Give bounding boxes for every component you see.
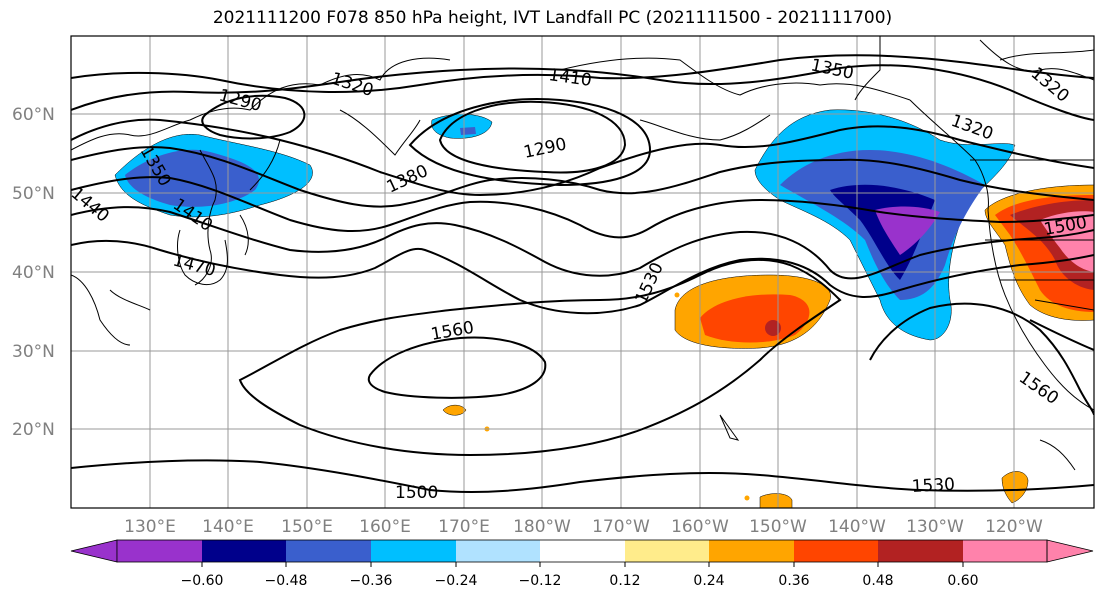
lat-label: 60°N: [12, 105, 55, 125]
contour-label: 1350: [809, 55, 855, 84]
colorbar-segment: [371, 540, 456, 562]
lat-label: 30°N: [12, 342, 55, 362]
colorbar-tick-label: −0.48: [265, 573, 308, 589]
contour-label: 1500: [395, 483, 438, 503]
lon-label: 160°E: [359, 517, 411, 537]
lon-label: 140°W: [828, 517, 886, 537]
contour-label: 1410: [547, 65, 593, 91]
colorbar-tick-label: 0.36: [778, 573, 809, 589]
colorbar-tick-label: −0.36: [350, 573, 393, 589]
colorbar-tick-label: −0.12: [519, 573, 562, 589]
latitude-labels: 60°N 50°N 40°N 30°N 20°N: [12, 105, 55, 440]
colorbar-tick-label: 0.24: [693, 573, 724, 589]
lon-label: 130°W: [906, 517, 964, 537]
contour-label: 1290: [522, 134, 568, 163]
colorbar-segment: [794, 540, 878, 562]
colorbar-tick-label: 0.12: [609, 573, 640, 589]
colorbar-tick-label: −0.60: [181, 573, 224, 589]
map-title: 2021111200 F078 850 hPa height, IVT Land…: [212, 8, 893, 28]
lat-label: 50°N: [12, 184, 55, 204]
colorbar-tick-label: 0.60: [947, 573, 978, 589]
colorbar: −0.60 −0.48 −0.36 −0.24 −0.12 0.12 0.24 …: [70, 539, 1094, 589]
lon-label: 170°W: [592, 517, 650, 537]
colorbar-tick-label: −0.24: [435, 573, 478, 589]
lon-label: 140°E: [202, 517, 254, 537]
contour-label: 1440: [67, 184, 113, 227]
gridlines: [71, 36, 1094, 508]
contour-label: 1560: [429, 318, 475, 345]
lon-label: 170°E: [438, 517, 490, 537]
lon-label: 130°E: [124, 517, 176, 537]
colorbar-segment: [963, 540, 1047, 562]
contour-label: 1560: [1015, 368, 1062, 409]
lat-label: 40°N: [12, 263, 55, 283]
height-contours: [71, 54, 1094, 493]
lon-label: 150°E: [281, 517, 333, 537]
colorbar-extend-min: [70, 539, 118, 563]
longitude-labels: 130°E 140°E 150°E 160°E 170°E 180°W 170°…: [124, 517, 1043, 537]
contour-label: 1530: [631, 259, 667, 307]
colorbar-segment: [540, 540, 625, 562]
colorbar-segment: [202, 540, 286, 562]
colorbar-tick-label: 0.48: [862, 573, 893, 589]
lon-label: 150°W: [749, 517, 807, 537]
colorbar-segment: [117, 540, 202, 562]
contour-label: 1380: [384, 161, 432, 197]
contour-label: 1290: [217, 86, 264, 117]
ivt-negative-shading: [114, 109, 1016, 341]
colorbar-segment: [625, 540, 709, 562]
lon-label: 120°W: [985, 517, 1043, 537]
colorbar-segment: [456, 540, 540, 562]
colorbar-segment: [878, 540, 963, 562]
lon-label: 160°W: [671, 517, 729, 537]
colorbar-segment: [709, 540, 794, 562]
lat-label: 20°N: [12, 420, 55, 440]
contour-label: 1320: [328, 69, 375, 101]
map-area: 1290 1320 1410 1350 1320 1350 1440 1410 …: [67, 36, 1094, 508]
contour-label: 1530: [911, 475, 955, 497]
map-frame: [70, 35, 1095, 509]
colorbar-extend-max: [1046, 539, 1094, 563]
colorbar-segment: [286, 540, 371, 562]
contour-label: 1470: [171, 251, 218, 282]
lon-label: 180°W: [513, 517, 571, 537]
